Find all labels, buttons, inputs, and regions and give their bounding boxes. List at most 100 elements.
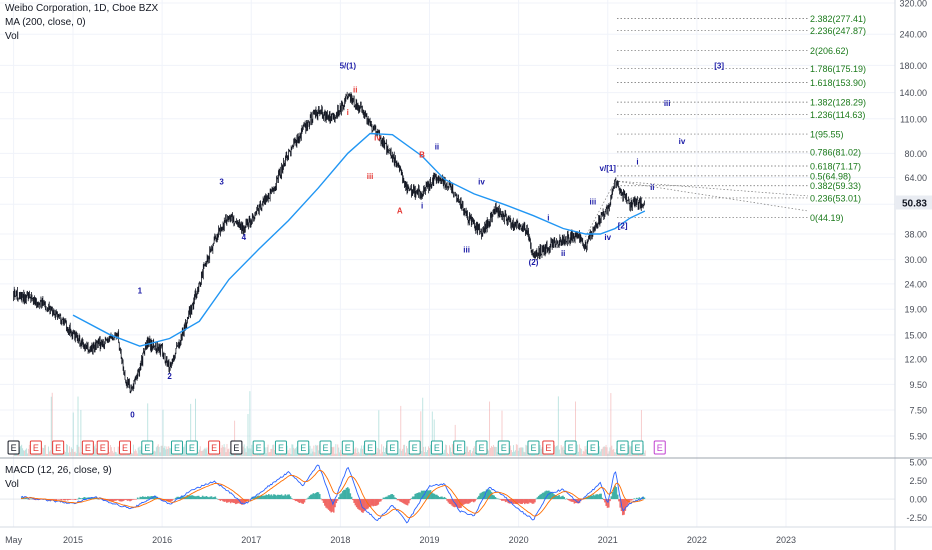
wave-label: i [421,202,423,211]
macd-hist-bar [512,499,515,504]
volume-bar [182,447,184,456]
macd-hist-bar [116,499,119,501]
volume-bar [603,446,605,456]
macd-hist-bar [452,499,455,507]
volume-bar [145,453,147,456]
fib-level-label: 2(206.62) [810,46,849,56]
macd-hist-bar [480,492,483,500]
macd-hist-bar [225,499,228,503]
macd-hist-bar [568,499,571,501]
macd-hist-bar [181,495,184,500]
volume-bar [383,446,385,456]
earnings-marker [386,440,399,455]
y-tick-label: 5.90 [909,432,927,442]
macd-hist-bar [595,494,597,500]
macd-hist-bar [358,499,361,510]
macd-legend[interactable]: MACD (12, 26, close, 9) [5,465,112,476]
volume-bar [309,445,311,456]
volume-bar [362,448,364,456]
macd-hist-bar [441,496,443,500]
macd-hist-bar [154,495,157,500]
macd-hist-bar [386,496,389,500]
volume-bar [315,444,317,456]
macd-hist-bar [318,494,321,500]
macd-hist-bar [218,499,220,500]
earnings-letter: E [211,443,217,453]
volume-bar [487,449,489,456]
volume-bar [26,453,28,456]
macd-hist-bar [232,499,234,503]
volume-bar [640,410,642,456]
wave-label: v/[1] [600,164,617,173]
macd-hist-bar [82,497,84,500]
macd-hist-bar [270,494,273,500]
volume-bar [288,453,290,456]
volume-bar [428,448,430,456]
macd-hist-bar [555,495,558,500]
macd-hist-bar [278,494,280,500]
ma-legend[interactable]: MA (200, close, 0) [5,17,86,28]
volume-bar [71,448,73,456]
macd-hist-bar [618,499,620,502]
macd-hist-bar [520,499,522,504]
earnings-marker [542,440,555,455]
volume-bar [64,450,66,456]
earnings-letter: E [530,443,536,453]
macd-hist-bar [451,499,453,506]
macd-hist-bar [149,496,152,500]
volume-bar [266,447,268,456]
macd-hist-bar [214,496,217,500]
macd-hist-bar [69,499,71,500]
macd-hist-bar [616,494,619,500]
volume-bar [49,450,51,456]
macd-vol-legend[interactable]: Vol [5,479,19,490]
volume-bar [44,445,46,456]
volume-bar [168,446,170,456]
volume-bar [407,453,409,456]
signal-line [20,470,644,519]
macd-hist-bar [285,495,288,500]
macd-hist-bar [332,499,335,513]
earnings-letter: E [174,443,180,453]
macd-hist-bar [534,499,536,503]
fib-level-label: 1.786(175.19) [810,64,866,74]
macd-hist-bar [503,499,506,501]
volume-bar [73,451,75,456]
volume-bar [27,448,29,456]
volume-bar [472,448,474,456]
macd-hist-bar [549,491,551,500]
fib-level-label: 0.618(71.17) [810,161,861,171]
macd-hist-bar [545,490,548,500]
macd-hist-bar [209,496,212,500]
volume-bar [447,452,449,456]
macd-hist-bar [433,493,436,500]
volume-bar [313,445,315,456]
volume-bar [113,447,115,456]
macd-hist-bar [301,499,303,504]
macd-hist-bar [26,498,28,500]
macd-hist-bar [92,497,94,500]
vol-legend[interactable]: Vol [5,31,19,42]
macd-hist-bar [495,498,498,500]
macd-hist-bar [274,494,276,500]
y-tick-label: 9.50 [909,380,927,390]
volume-bar [142,453,144,456]
macd-hist-bar [448,499,451,504]
wave-label: A [397,206,403,215]
chart-title[interactable]: Weibo Corporation, 1D, Cboe BZX [5,3,159,14]
macd-hist-bar [150,496,153,500]
wave-label: (2) [529,258,539,267]
volume-bar [176,453,178,456]
wave-label: iii [463,246,470,255]
macd-hist-bar [509,499,512,504]
earnings-letter: E [256,443,262,453]
volume-bar [524,452,526,456]
volume-bar [264,447,266,456]
macd-hist-bar [169,499,172,502]
macd-hist-bar [124,499,126,500]
macd-hist-bar [436,494,438,500]
y-tick-label: 140.00 [899,88,927,98]
macd-hist-bar [515,499,517,505]
volume-bar [451,444,453,456]
